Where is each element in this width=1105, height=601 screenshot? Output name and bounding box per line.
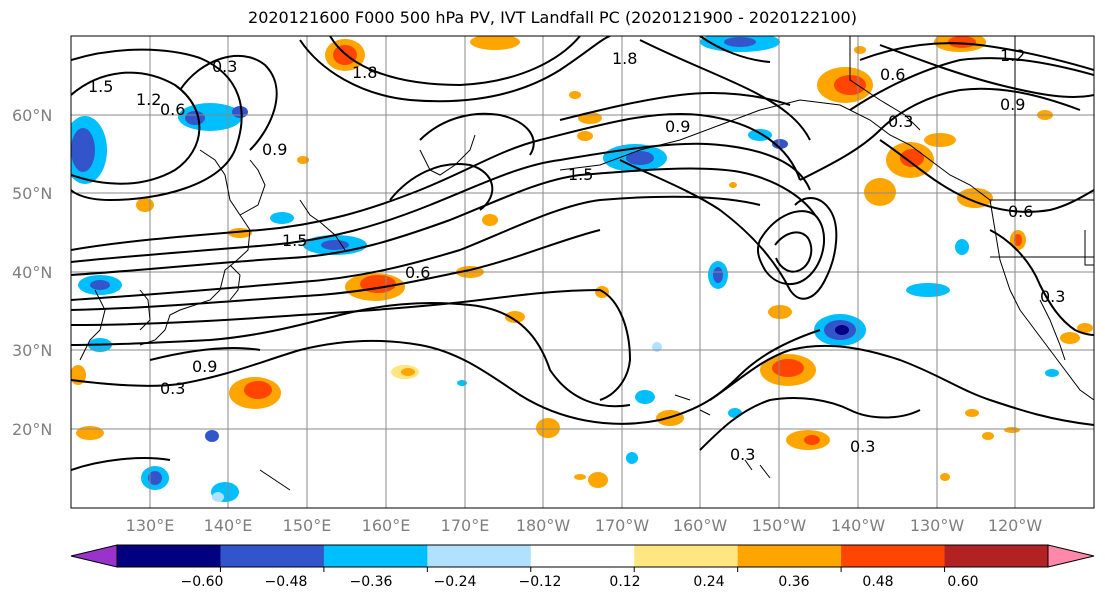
contour-label: 0.3	[160, 379, 185, 398]
colorbar-ticks	[219, 567, 946, 572]
colorbar-label: 0.60	[947, 574, 978, 590]
contour-label: 1.5	[282, 231, 307, 250]
colorbar-labels: −0.60 −0.48 −0.36 −0.24 −0.12 0.12 0.24 …	[181, 574, 979, 590]
colorbar-label: −0.48	[265, 574, 308, 590]
contour-label: 1.5	[568, 165, 593, 184]
lon-label: 180°W	[516, 516, 571, 535]
contour-label: 0.9	[1000, 95, 1025, 114]
contour-label: 0.3	[212, 57, 237, 76]
contour-label: 0.6	[1008, 202, 1033, 221]
colorbar-label: −0.12	[519, 574, 562, 590]
colorbar-segment	[841, 545, 946, 567]
colorbar-segment	[944, 545, 1049, 567]
colorbar-label: 0.24	[693, 574, 724, 590]
colorbar: −0.60 −0.48 −0.36 −0.24 −0.12 0.12 0.24 …	[70, 544, 1095, 590]
lat-label: 60°N	[12, 106, 52, 125]
lat-labels: 60°N 50°N 40°N 30°N 20°N	[12, 106, 52, 439]
colorbar-frame	[116, 544, 1049, 568]
colorbar-segments	[117, 545, 1049, 567]
colorbar-segment	[427, 545, 532, 567]
lat-label: 20°N	[12, 420, 52, 439]
lon-label: 160°E	[362, 516, 411, 535]
contour-label: 0.6	[405, 263, 430, 282]
contour-label: 0.6	[160, 100, 185, 119]
contour-label: 1.8	[352, 63, 377, 82]
colorbar-extend-high	[1047, 544, 1095, 568]
contour-label: 0.3	[850, 437, 875, 456]
pv-contours	[71, 36, 1094, 471]
contour-label: 0.9	[665, 117, 690, 136]
colorbar-segment	[530, 545, 635, 567]
contour-label: 1.2	[136, 90, 161, 109]
lon-label: 150°E	[283, 516, 332, 535]
contour-label: 0.9	[192, 357, 217, 376]
map-frame	[70, 35, 1095, 509]
lon-label: 160°W	[673, 516, 728, 535]
lat-label: 50°N	[12, 184, 52, 203]
contour-label: 0.9	[262, 140, 287, 159]
lon-label: 130°W	[910, 516, 965, 535]
colorbar-label: −0.36	[350, 574, 393, 590]
colorbar-label: −0.24	[434, 574, 477, 590]
contour-label: 1.2	[1000, 46, 1025, 65]
lon-label: 170°E	[441, 516, 490, 535]
contour-label: 1.8	[612, 49, 637, 68]
contour-label: 1.5	[88, 77, 113, 96]
contour-labels: 0.3 0.6 0.9 1.2 1.5 1.8 0.3 0.6 0.9 1.5 …	[88, 46, 1065, 464]
lat-label: 30°N	[12, 341, 52, 360]
colorbar-label: 0.12	[609, 574, 640, 590]
colorbar-label: 0.36	[778, 574, 809, 590]
colorbar-label: 0.48	[862, 574, 893, 590]
lon-label: 140°E	[204, 516, 253, 535]
map-panel: 0.3 0.6 0.9 1.2 1.5 1.8 0.3 0.6 0.9 1.5 …	[71, 36, 1094, 508]
lon-label: 130°E	[126, 516, 175, 535]
lon-labels: 130°E 140°E 150°E 160°E 170°E 180°W 170°…	[126, 516, 1043, 535]
colorbar-segment	[737, 545, 842, 567]
colorbar-segment	[634, 545, 739, 567]
colorbar-segment	[117, 545, 221, 567]
lon-label: 140°W	[831, 516, 886, 535]
contour-label: 0.3	[888, 112, 913, 131]
lon-label: 150°W	[752, 516, 807, 535]
lon-label: 120°W	[988, 516, 1043, 535]
contour-label: 0.3	[730, 445, 755, 464]
lon-label: 170°W	[595, 516, 650, 535]
colorbar-label: −0.60	[181, 574, 224, 590]
colorbar-segment	[323, 545, 428, 567]
contour-label: 0.3	[1040, 287, 1065, 306]
colorbar-extend-low	[70, 544, 118, 568]
colorbar-segment	[220, 545, 325, 567]
graticule	[71, 36, 1094, 508]
contour-label: 0.6	[880, 65, 905, 84]
lat-label: 40°N	[12, 263, 52, 282]
map-title: 2020121600 F000 500 hPa PV, IVT Landfall…	[248, 8, 857, 27]
